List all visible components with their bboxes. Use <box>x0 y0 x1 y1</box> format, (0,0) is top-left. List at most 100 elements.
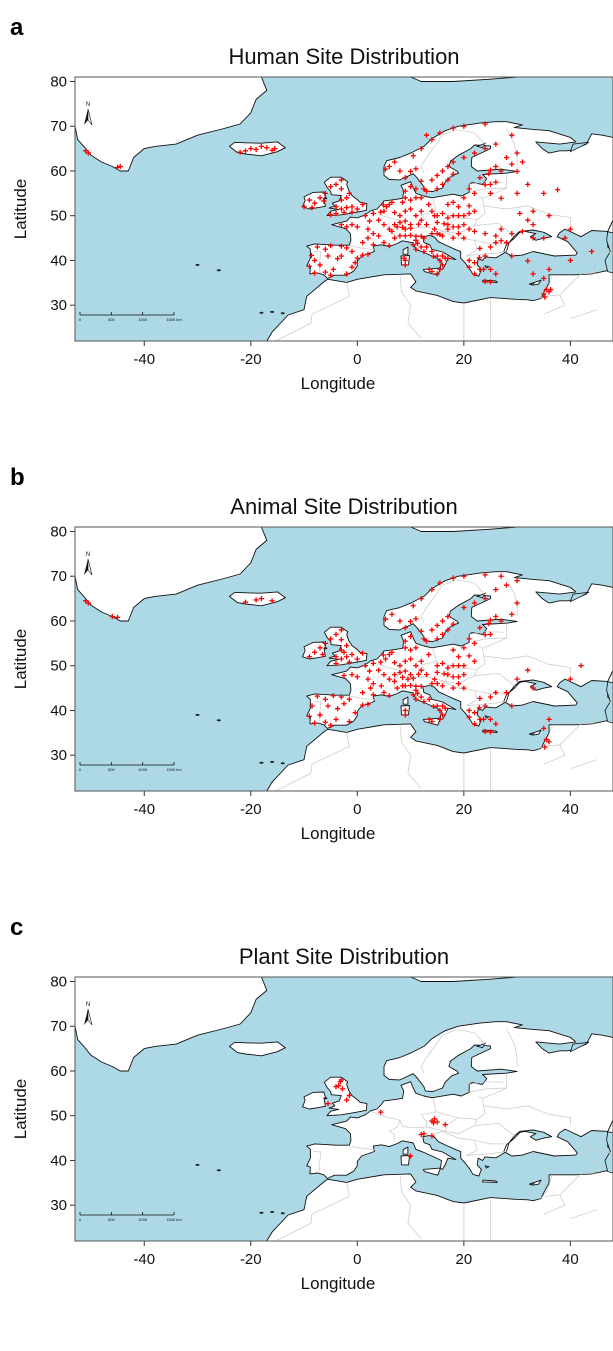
site-marker <box>445 177 451 183</box>
site-marker <box>455 654 462 660</box>
site-marker <box>487 244 494 250</box>
site-marker <box>482 595 488 602</box>
site-marker <box>407 682 414 688</box>
x-tick-label: -20 <box>240 351 262 368</box>
site-marker <box>402 262 408 268</box>
country-border <box>429 231 507 256</box>
site-marker <box>399 674 406 680</box>
site-marker <box>314 244 320 250</box>
site-marker <box>466 210 472 217</box>
north-arrow: N <box>84 1002 93 1026</box>
site-marker <box>450 674 456 680</box>
site-marker <box>386 676 392 682</box>
country-border <box>483 205 571 225</box>
site-marker <box>466 203 472 209</box>
map-title: Human Site Distribution <box>228 44 459 69</box>
site-marker <box>410 153 416 159</box>
site-marker <box>418 595 424 602</box>
site-marker <box>439 683 446 689</box>
country-border <box>544 1172 595 1197</box>
site-marker <box>386 693 392 699</box>
site-marker <box>312 257 318 264</box>
site-marker <box>562 235 568 241</box>
site-marker <box>330 266 336 273</box>
site-marker <box>381 689 387 696</box>
y-tick-label: 50 <box>50 658 67 675</box>
country-border <box>313 1151 321 1174</box>
site-marker <box>487 279 494 285</box>
country-border <box>445 219 478 234</box>
site-marker <box>461 235 467 241</box>
site-marker <box>338 197 344 203</box>
site-marker <box>418 658 424 664</box>
site-marker <box>338 177 344 183</box>
y-tick-label: 70 <box>50 118 67 135</box>
site-marker <box>309 205 315 211</box>
site-marker <box>341 672 347 679</box>
site-marker <box>487 729 494 735</box>
country-border <box>445 1119 478 1134</box>
site-marker <box>429 208 435 214</box>
country-border <box>583 248 613 274</box>
site-marker <box>466 714 472 720</box>
site-marker <box>410 692 416 698</box>
land-corsica <box>402 246 409 255</box>
site-marker <box>487 694 494 700</box>
x-tick-label: -40 <box>133 351 155 368</box>
site-marker <box>567 257 573 264</box>
site-marker <box>418 667 424 673</box>
x-axis-label: Longitude <box>301 374 376 393</box>
site-marker <box>272 145 278 152</box>
site-marker <box>439 253 446 259</box>
site-marker <box>346 719 352 725</box>
country-border <box>469 631 504 635</box>
site-marker <box>399 224 406 230</box>
site-marker <box>312 720 318 726</box>
site-marker <box>301 204 307 210</box>
x-tick-label: -40 <box>133 801 155 818</box>
site-marker <box>450 647 456 653</box>
site-marker <box>413 687 419 693</box>
site-marker <box>335 706 341 712</box>
scale-bar-label: 1000 <box>138 767 148 772</box>
site-marker <box>338 627 344 633</box>
land-uk <box>323 176 368 217</box>
x-tick-label: -20 <box>240 801 262 818</box>
site-marker <box>546 266 552 273</box>
site-marker <box>338 694 344 700</box>
site-marker <box>413 616 419 622</box>
site-marker <box>578 663 584 669</box>
site-marker <box>421 698 427 705</box>
panel-letter: b <box>10 464 25 491</box>
site-marker <box>471 658 478 664</box>
site-marker <box>335 256 341 262</box>
site-marker <box>437 580 443 586</box>
site-marker <box>306 713 312 719</box>
site-marker <box>333 654 339 660</box>
site-marker <box>546 716 552 723</box>
site-marker <box>413 696 419 702</box>
island <box>216 269 221 272</box>
site-marker <box>455 213 462 219</box>
site-marker <box>476 255 482 261</box>
site-marker <box>450 575 456 581</box>
site-marker <box>466 653 472 659</box>
water-body <box>475 592 487 599</box>
scale-bar-label: 1000 <box>138 317 148 322</box>
site-marker <box>253 146 259 153</box>
site-marker <box>509 231 515 237</box>
site-marker <box>392 659 398 666</box>
site-marker <box>333 210 339 217</box>
site-marker <box>455 663 462 669</box>
x-tick-label: 0 <box>353 1251 361 1268</box>
site-marker <box>402 638 408 644</box>
site-marker <box>466 707 472 714</box>
site-marker <box>487 190 494 196</box>
scale-bar-label: 500 <box>108 767 115 772</box>
site-marker <box>477 175 483 181</box>
island <box>195 713 200 716</box>
site-marker <box>312 270 318 276</box>
site-marker <box>455 674 462 680</box>
site-marker <box>392 159 398 165</box>
